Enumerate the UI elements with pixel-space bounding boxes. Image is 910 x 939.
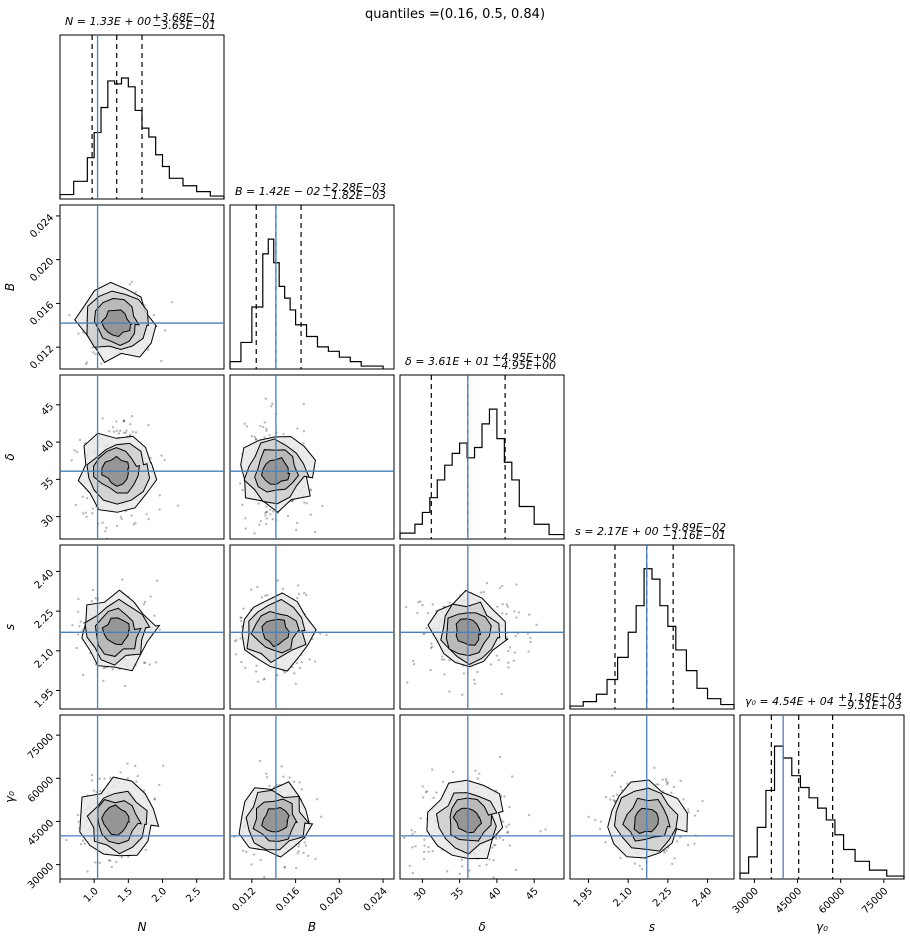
- svg-text:2.40: 2.40: [33, 568, 57, 592]
- svg-text:0.012: 0.012: [28, 344, 56, 372]
- svg-text:30000: 30000: [731, 886, 761, 916]
- svg-text:B: B: [3, 283, 17, 291]
- svg-text:45: 45: [39, 401, 56, 418]
- svg-text:s: s: [3, 624, 17, 630]
- joint-delta-s: [389, 545, 564, 709]
- svg-text:−9.51E+03: −9.51E+03: [838, 699, 902, 712]
- joint-s-gamma0: 1.95 2.10 2.25 2.40 s: [570, 715, 734, 934]
- svg-text:0.012: 0.012: [230, 886, 258, 914]
- svg-text:B: B: [308, 920, 316, 934]
- svg-text:35: 35: [39, 476, 56, 493]
- svg-text:B = 1.42E − 02: B = 1.42E − 02: [235, 185, 320, 198]
- svg-text:2.10: 2.10: [33, 647, 57, 671]
- svg-text:s = 2.17E + 00: s = 2.17E + 00: [575, 525, 659, 538]
- svg-text:2.0: 2.0: [150, 886, 169, 905]
- svg-text:40: 40: [487, 886, 504, 903]
- svg-text:γ₀: γ₀: [816, 920, 828, 934]
- svg-text:0.020: 0.020: [28, 256, 56, 284]
- svg-text:−3.65E−01: −3.65E−01: [152, 19, 216, 32]
- svg-text:75000: 75000: [860, 886, 890, 916]
- svg-text:2.25: 2.25: [33, 608, 57, 632]
- svg-text:quantiles =(0.16, 0.5, 0.84): quantiles =(0.16, 0.5, 0.84): [365, 7, 545, 22]
- joint-N-B: 0.012 0.016 0.020 0.024 B: [3, 205, 224, 372]
- joint-B-s: [230, 545, 394, 709]
- hist-s: [570, 545, 734, 709]
- svg-text:2.5: 2.5: [184, 886, 203, 905]
- svg-text:0.020: 0.020: [318, 886, 346, 914]
- joint-N-s: 1.95 2.10 2.25 2.40 s: [3, 545, 224, 710]
- hist-B: [230, 205, 394, 369]
- joint-B-delta: [230, 375, 394, 550]
- svg-text:60000: 60000: [817, 886, 847, 916]
- svg-text:0.024: 0.024: [362, 886, 390, 914]
- hist-N: [60, 35, 224, 199]
- svg-text:−1.82E−03: −1.82E−03: [322, 189, 386, 202]
- svg-text:35: 35: [450, 886, 467, 903]
- svg-text:60000: 60000: [26, 775, 56, 805]
- hist-gamma0: [740, 715, 904, 879]
- svg-text:45: 45: [524, 886, 541, 903]
- svg-text:δ: δ: [3, 453, 17, 460]
- svg-text:0.016: 0.016: [274, 886, 302, 914]
- svg-text:γ₀ = 4.54E + 04: γ₀ = 4.54E + 04: [745, 695, 834, 708]
- svg-text:45000: 45000: [774, 886, 804, 916]
- svg-text:30: 30: [39, 513, 56, 530]
- svg-text:30: 30: [412, 886, 429, 903]
- svg-text:2.10: 2.10: [611, 886, 635, 910]
- svg-text:s: s: [649, 920, 655, 934]
- svg-text:30000: 30000: [26, 861, 56, 891]
- svg-text:1.95: 1.95: [572, 886, 596, 910]
- joint-B-gamma0: 0.012 0.016 0.020 0.024 B: [230, 715, 394, 934]
- svg-text:δ: δ: [478, 920, 485, 934]
- svg-text:N: N: [138, 920, 147, 934]
- joint-N-gamma0: 1.0 1.5 2.0 2.5 N 30000 45000 60000 75000 γ₀: [3, 715, 224, 934]
- svg-text:1.95: 1.95: [33, 687, 57, 711]
- svg-text:45000: 45000: [26, 818, 56, 848]
- svg-text:75000: 75000: [26, 732, 56, 762]
- svg-text:N = 1.33E + 00: N = 1.33E + 00: [65, 15, 151, 28]
- svg-text:−1.16E−01: −1.16E−01: [662, 529, 726, 542]
- svg-text:2.25: 2.25: [651, 886, 675, 910]
- svg-text:2.40: 2.40: [691, 886, 715, 910]
- svg-text:γ₀: γ₀: [3, 791, 17, 803]
- svg-text:1.0: 1.0: [82, 886, 101, 905]
- svg-text:1.5: 1.5: [116, 886, 135, 905]
- hist-delta: [400, 375, 564, 539]
- svg-text:0.016: 0.016: [28, 300, 56, 328]
- corner-plot-svg: quantiles =(0.16, 0.5, 0.84) N = 1.33E + …: [0, 0, 910, 939]
- joint-delta-gamma0: 30 35 40 45 δ: [394, 715, 564, 934]
- corner-plot: quantiles =(0.16, 0.5, 0.84) N = 1.33E + …: [0, 0, 910, 939]
- svg-text:−4.95E+00: −4.95E+00: [492, 359, 556, 372]
- svg-text:0.024: 0.024: [28, 212, 56, 240]
- svg-text:δ = 3.61E + 01: δ = 3.61E + 01: [405, 355, 490, 368]
- joint-N-delta: 30 35 40 45 δ: [3, 375, 224, 540]
- svg-text:40: 40: [39, 439, 56, 456]
